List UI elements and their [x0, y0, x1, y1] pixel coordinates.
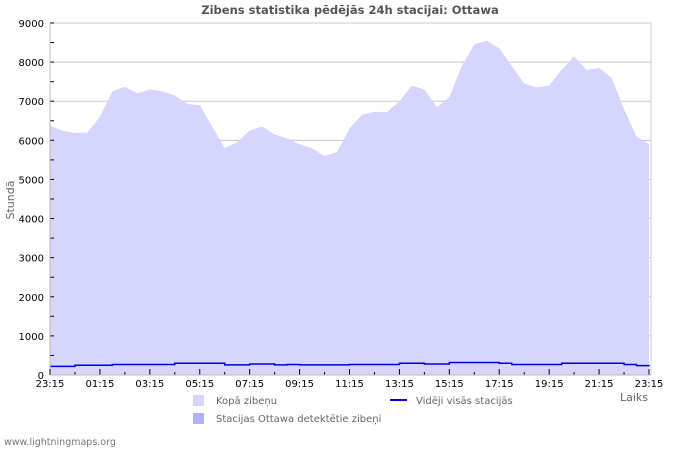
y-tick-label: 7000	[19, 97, 44, 108]
legend-label-station: Stacijas Ottawa detektētie zibeņi	[216, 414, 381, 425]
total-strikes-area	[50, 40, 649, 375]
y-tick-label: 1000	[19, 332, 44, 343]
x-tick-label: 23:15	[635, 379, 664, 390]
x-tick-label: 09:15	[285, 379, 314, 390]
x-tick-label: 03:15	[135, 379, 164, 390]
y-axis-label: Stundā	[4, 181, 17, 220]
legend: Kopā zibeņu Stacijas Ottawa detektētie z…	[193, 395, 513, 425]
y-tick-label: 5000	[19, 175, 44, 186]
y-tick-label: 6000	[19, 136, 44, 147]
x-tick-label: 11:15	[335, 379, 364, 390]
x-tick-label: 01:15	[86, 379, 115, 390]
y-tick-label: 2000	[19, 293, 44, 304]
legend-swatch-station	[193, 413, 204, 424]
legend-swatch-total	[193, 395, 204, 406]
footer-credit: www.lightningmaps.org	[4, 437, 116, 448]
x-tick-label: 21:15	[585, 379, 614, 390]
y-tick-label: 9000	[19, 19, 44, 30]
x-tick-label: 17:15	[485, 379, 514, 390]
y-tick-label: 0	[38, 371, 44, 382]
y-tick-label: 8000	[19, 58, 44, 69]
legend-label-average: Vidēji visās stacijās	[416, 396, 513, 407]
x-tick-label: 05:15	[185, 379, 214, 390]
chart-title: Zibens statistika pēdējās 24h stacijai: …	[201, 3, 499, 17]
x-tick-label: 23:15	[36, 379, 65, 390]
x-axis-label: Laiks	[620, 391, 648, 404]
x-tick-label: 15:15	[435, 379, 464, 390]
y-tick-label: 3000	[19, 254, 44, 265]
x-tick-label: 07:15	[235, 379, 264, 390]
x-tick-label: 19:15	[535, 379, 564, 390]
average-line	[50, 361, 650, 368]
y-tick-label: 4000	[19, 215, 44, 226]
axes: 0 1000 2000 3000 4000 5000 6000 7000 8000 9000 23:…	[19, 19, 664, 390]
x-tick-label: 13:15	[385, 379, 414, 390]
legend-label-total: Kopā zibeņu	[216, 396, 277, 407]
